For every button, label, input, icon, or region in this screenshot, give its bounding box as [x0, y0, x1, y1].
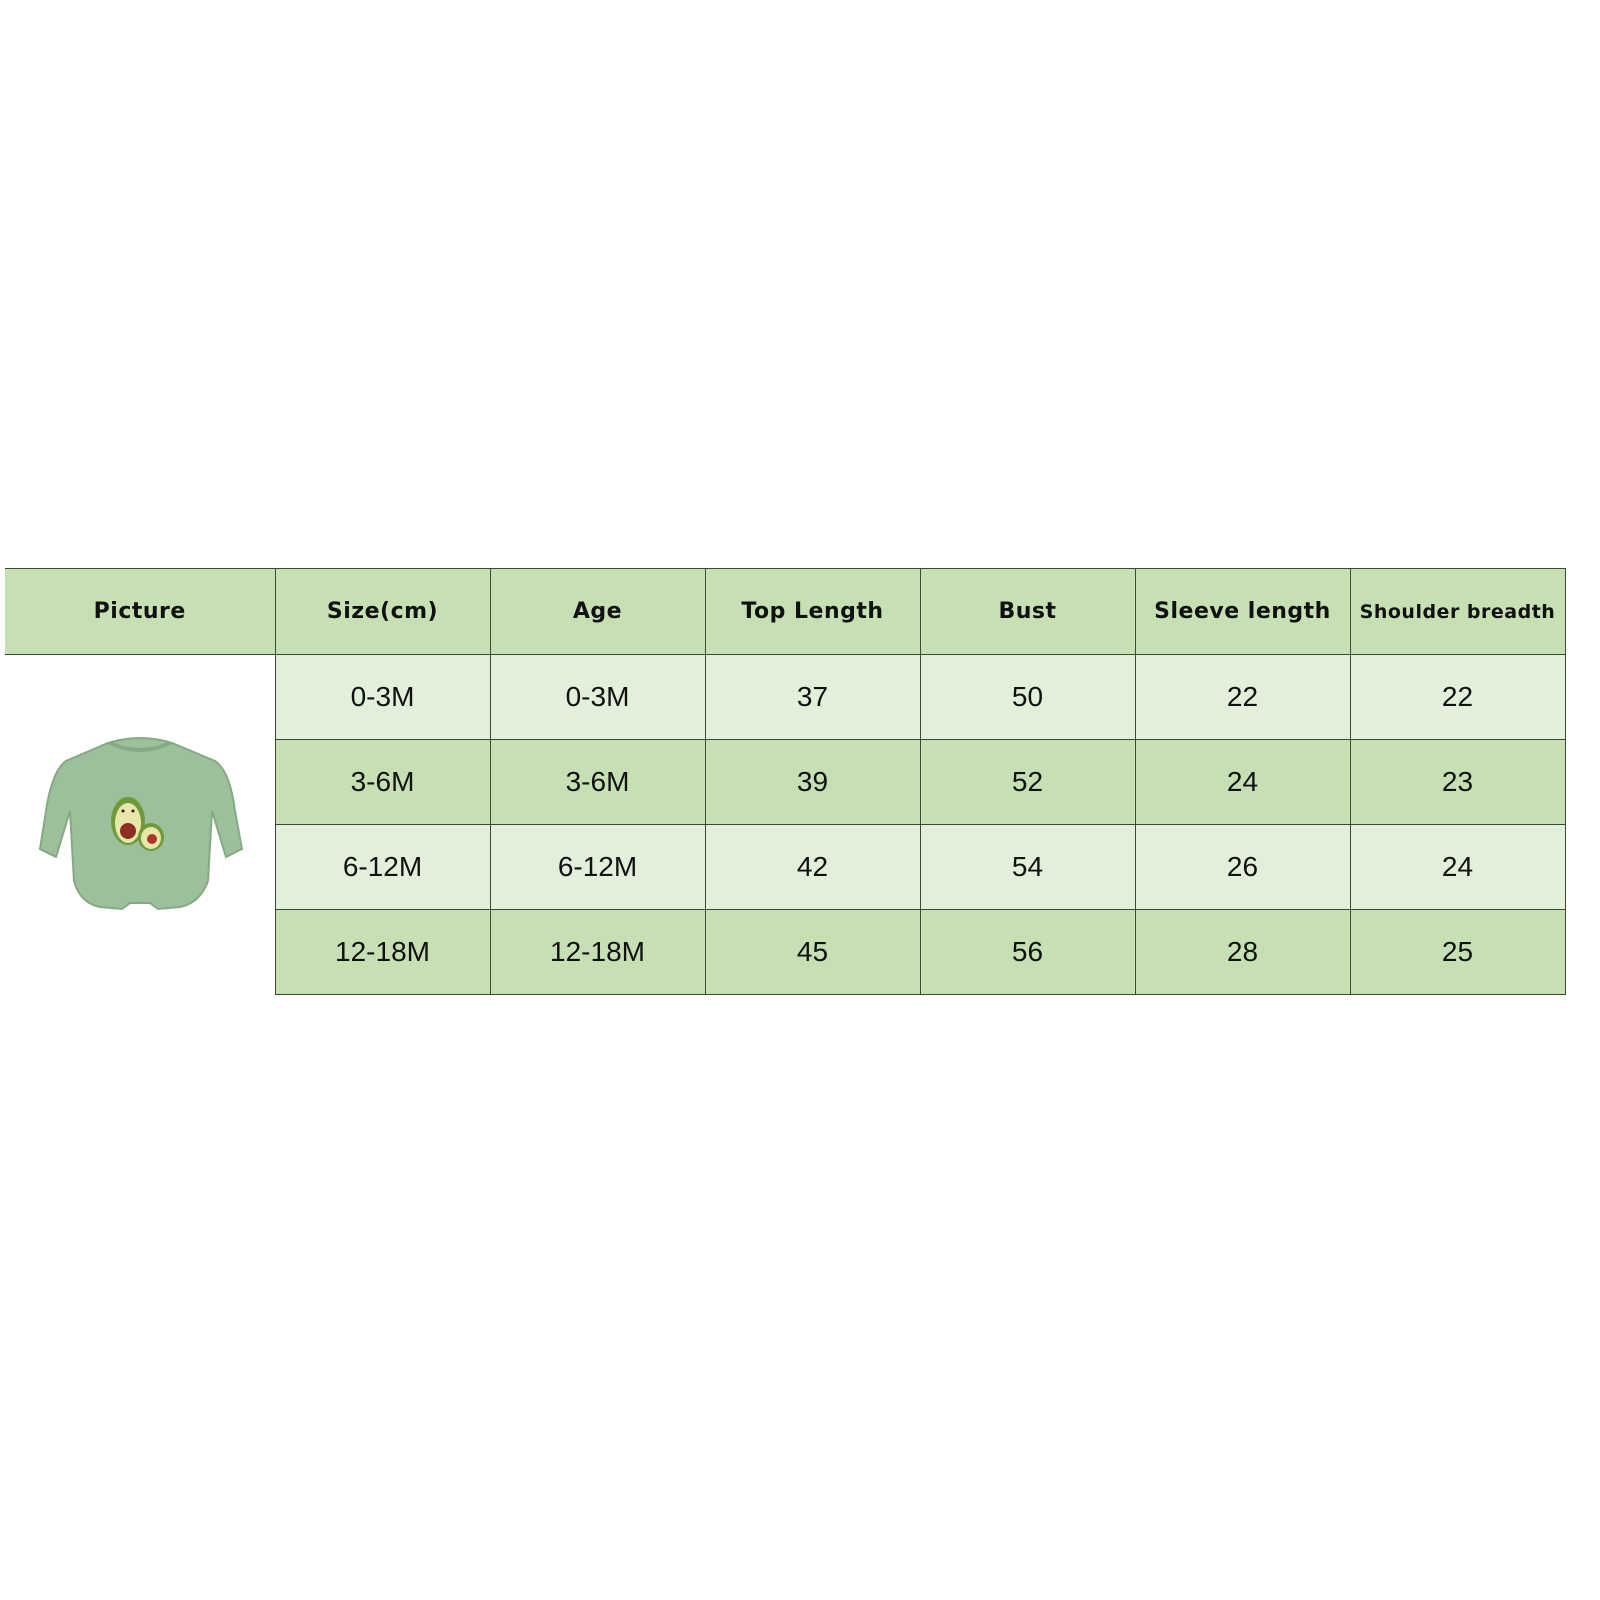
cell-sleeve-length: 28 — [1134, 909, 1351, 995]
header-bust: Bust — [919, 568, 1136, 655]
header-age: Age — [489, 568, 706, 655]
cell-shoulder-breadth: 22 — [1349, 654, 1566, 740]
cell-age: 0-3M — [489, 654, 706, 740]
cell-bust: 52 — [919, 739, 1136, 825]
cell-top-length: 45 — [704, 909, 921, 995]
table-row: 0-3M 0-3M 37 50 22 22 — [5, 654, 1566, 995]
size-chart-table: Picture Size(cm) Age Top Length Bust Sle… — [5, 568, 1566, 995]
header-row: Picture Size(cm) Age Top Length Bust Sle… — [5, 568, 1566, 655]
cell-age: 3-6M — [489, 739, 706, 825]
cell-shoulder-breadth: 24 — [1349, 824, 1566, 910]
cell-age: 6-12M — [489, 824, 706, 910]
table-row: 3-6M 3-6M 39 52 24 23 — [5, 739, 1566, 825]
cell-bust: 54 — [919, 824, 1136, 910]
header-shoulder-breadth: Shoulder breadth — [1349, 568, 1566, 655]
cell-size: 6-12M — [274, 824, 491, 910]
header-picture: Picture — [5, 568, 276, 655]
header-top-length: Top Length — [704, 568, 921, 655]
table-row: 6-12M 6-12M 42 54 26 24 — [5, 824, 1566, 910]
product-picture-cell — [5, 654, 276, 995]
cell-size: 12-18M — [274, 909, 491, 995]
cell-sleeve-length: 26 — [1134, 824, 1351, 910]
cell-sleeve-length: 22 — [1134, 654, 1351, 740]
cell-shoulder-breadth: 25 — [1349, 909, 1566, 995]
cell-age: 12-18M — [489, 909, 706, 995]
avocado-romper-image — [38, 737, 243, 911]
cell-top-length: 37 — [704, 654, 921, 740]
cell-bust: 56 — [919, 909, 1136, 995]
header-sleeve-length: Sleeve length — [1134, 568, 1351, 655]
cell-shoulder-breadth: 23 — [1349, 739, 1566, 825]
cell-sleeve-length: 24 — [1134, 739, 1351, 825]
cell-top-length: 42 — [704, 824, 921, 910]
cell-size: 3-6M — [274, 739, 491, 825]
cell-size: 0-3M — [274, 654, 491, 740]
header-size: Size(cm) — [274, 568, 491, 655]
table-row: 12-18M 12-18M 45 56 28 25 — [5, 909, 1566, 995]
cell-top-length: 39 — [704, 739, 921, 825]
cell-bust: 50 — [919, 654, 1136, 740]
